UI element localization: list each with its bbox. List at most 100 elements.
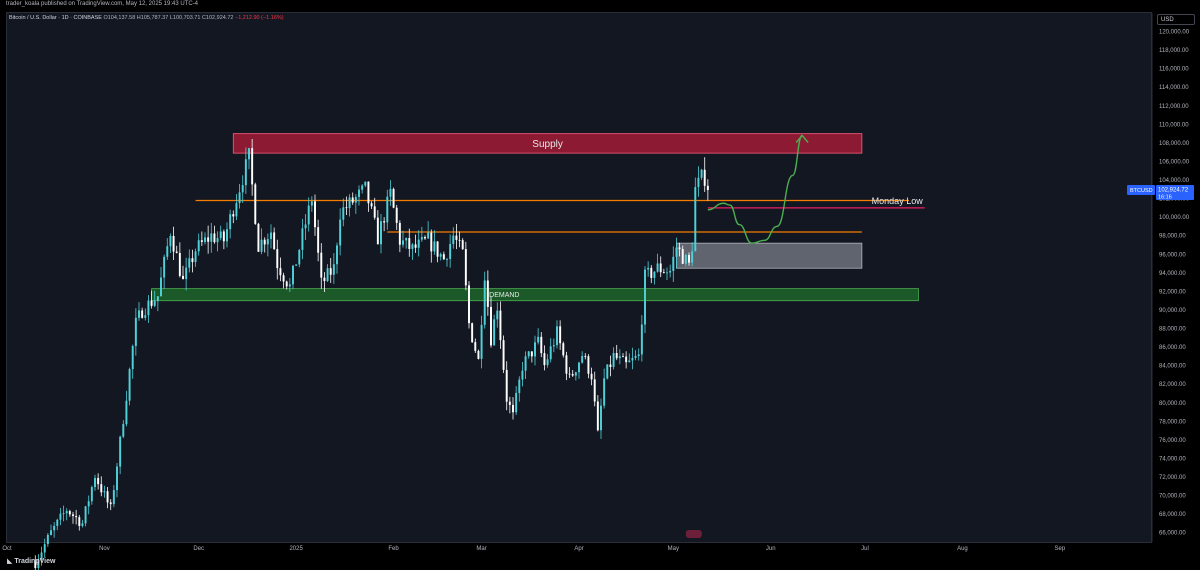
candle-body [694,187,697,252]
candle-body [40,552,43,560]
candle-body [540,336,543,354]
candle-2024-10-11 [37,554,40,570]
candle-2025-01-17 [345,196,348,215]
candle-body [75,515,78,518]
candle-body [169,235,172,247]
currency-button[interactable]: USD [1157,14,1195,25]
candle-2024-12-22 [263,237,266,253]
candle-2024-11-07 [122,420,125,439]
candle-2025-04-06 [593,371,596,407]
candle-body [106,491,109,503]
candle-2025-05-08 [694,177,697,252]
candle-body [348,197,351,208]
candle-2024-12-10 [226,222,228,248]
candle-2025-03-02 [483,271,486,329]
zone-label-demand: DEMAND [489,292,519,299]
candle-body [351,197,354,203]
candle-2025-03-25 [556,320,558,349]
candle-body [46,534,49,545]
candle-2025-04-15 [622,353,624,358]
y-tick-label: 116,000.00 [1159,67,1189,73]
candle-2024-11-12 [138,302,140,321]
candle-2025-03-18 [534,335,536,366]
candle-2025-01-03 [301,218,304,260]
candle-2024-11-05 [116,463,118,498]
candle-body [587,356,590,374]
candle-2024-10-18 [59,508,62,526]
candle-body [496,310,499,320]
candle-body [398,222,401,245]
candle-2024-12-30 [288,278,291,292]
candle-2024-12-15 [241,175,244,203]
candle-body [276,249,279,269]
chart-pane[interactable] [6,12,1152,543]
candle-body [480,324,483,359]
candle-2025-04-09 [603,368,606,409]
candle-2025-04-28 [662,268,665,274]
candle-2025-01-11 [326,264,329,282]
candle-2025-01-09 [320,243,323,289]
candle-body [62,513,65,515]
candle-2025-02-27 [474,338,477,353]
candle-2024-11-15 [147,295,150,323]
candle-2024-11-13 [141,307,144,319]
candle-body [166,246,169,257]
candle-2024-12-17 [248,147,250,170]
symbol-title[interactable]: Bitcoin / U.S. Dollar · 1D · COINBASE [9,15,102,21]
x-tick-label: Aug [957,546,968,552]
candle-2025-01-01 [295,264,298,266]
candle-2024-11-26 [182,265,184,280]
candle-body [97,477,100,485]
high-value: H105,787.37 [136,15,169,21]
candle-body [490,306,492,346]
candle-2024-11-30 [194,248,197,267]
candle-body [358,189,360,197]
tv-mark-icon: ◣ [7,558,15,565]
candle-body [134,317,137,347]
candle-2025-04-29 [666,267,668,281]
candle-body [364,181,367,186]
candle-2025-01-14 [336,242,338,274]
candle-body [590,373,593,380]
candle-body [534,342,536,357]
candle-body [468,285,470,324]
candle-2024-12-31 [292,264,294,290]
candle-2024-10-29 [94,474,96,491]
candle-body [150,300,153,306]
candle-body [606,364,609,379]
candle-2025-02-25 [468,281,470,329]
candle-2024-10-28 [90,485,93,505]
candle-body [100,484,103,493]
candle-body [131,346,134,370]
candle-body [200,240,203,242]
y-tick-label: 120,000.00 [1159,30,1190,36]
y-tick-label: 66,000.00 [1159,531,1186,537]
candle-2025-02-19 [449,234,452,268]
candle-2025-02-22 [458,231,461,248]
candle-2024-11-18 [156,296,159,312]
candle-body [389,188,392,197]
candle-body [666,272,668,274]
candle-body [672,256,675,271]
candle-2025-01-10 [323,272,326,293]
x-tick-label: Jun [766,546,776,552]
candles-layer [34,138,709,570]
candle-2025-04-22 [644,266,646,334]
candle-body [383,221,386,223]
candle-body [593,379,596,402]
candle-body [232,214,235,217]
candle-body [675,247,678,257]
candle-body [386,196,389,223]
candle-2024-10-26 [84,505,87,527]
tradingview-logo[interactable]: ◣ TradingView [7,558,56,565]
candle-2025-01-13 [332,253,335,284]
projection-path [707,134,803,244]
candle-2025-02-14 [433,230,436,255]
candle-body [43,544,46,553]
x-tick-label: Nov [99,546,110,552]
candle-body [640,324,643,355]
candle-2024-11-23 [172,226,175,260]
candle-2024-11-29 [191,249,194,273]
candle-2025-01-20 [354,194,357,214]
